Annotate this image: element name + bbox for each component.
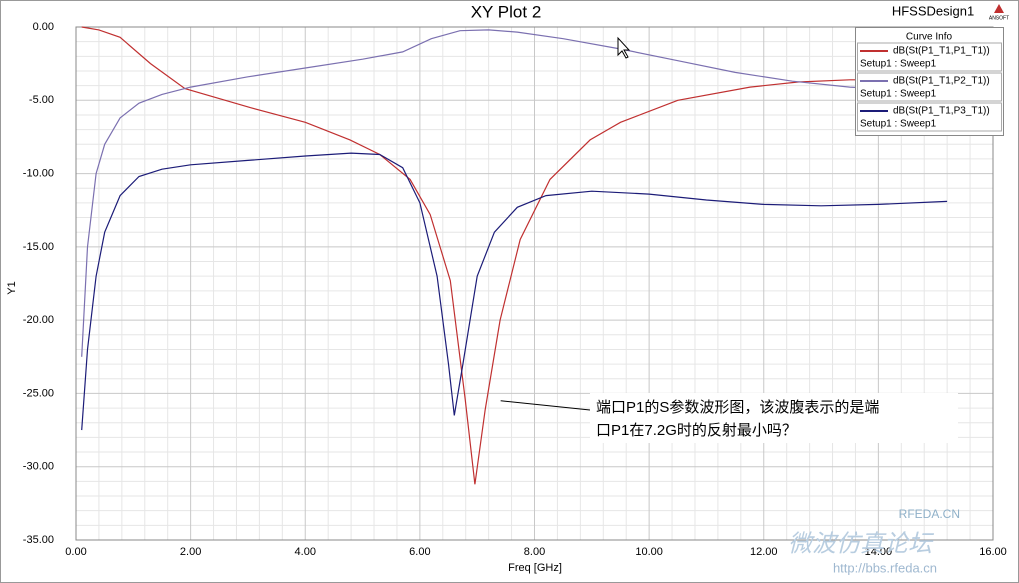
- y-tick-label: -25.00: [23, 387, 54, 399]
- x-tick-label: 10.00: [635, 546, 663, 558]
- x-axis-label: Freq [GHz]: [508, 562, 562, 574]
- watermark-site: RFEDA.CN: [899, 507, 960, 521]
- overlay: 端口P1的S参数波形图，该波腹表示的是端 口P1在7.2G时的反射最小吗？ RF…: [590, 36, 960, 575]
- y-tick-label: 0.00: [33, 21, 54, 33]
- legend-label: dB(St(P1_T1,P3_T1)): [893, 106, 990, 117]
- annotation-text: 端口P1的S参数波形图，该波腹表示的是端: [596, 399, 879, 416]
- curve: [81, 152, 948, 431]
- y-tick-label: -30.00: [23, 461, 54, 473]
- y-axis-label: Y1: [6, 281, 18, 294]
- curves: [81, 26, 948, 485]
- annotation-leader: [500, 400, 591, 411]
- y-tick-label: -35.00: [23, 534, 54, 546]
- legend-label: dB(St(P1_T1,P2_T1)): [893, 76, 990, 87]
- x-tick-label: 2.00: [180, 546, 201, 558]
- legend-entry-box: [857, 102, 1002, 132]
- design-name: HFSSDesign1: [892, 3, 974, 18]
- legend-title: Curve Info: [906, 32, 953, 43]
- grid: 0.00 2.00 4.00 6.00 8.00 10.00 12.00 14.00 16.00…: [23, 21, 1007, 558]
- x-tick-label: 14.00: [865, 546, 893, 558]
- logo-icon: [994, 4, 1004, 13]
- legend-entry-box: [857, 72, 1002, 102]
- mouse-cursor: [617, 36, 631, 59]
- y-tick-label: -15.00: [23, 241, 54, 253]
- annotation-text: 口P1在7.2G时的反射最小吗？: [596, 422, 797, 439]
- x-tick-label: 12.00: [750, 546, 778, 558]
- y-tick-label: -10.00: [23, 167, 54, 179]
- y-tick-label: -20.00: [23, 314, 54, 326]
- watermark-url: http://bbs.rfeda.cn: [833, 560, 937, 575]
- x-tick-label: 16.00: [979, 546, 1007, 558]
- legend-label: dB(St(P1_T1,P1_T1)): [893, 46, 990, 57]
- legend-setup: Setup1 : Sweep1: [860, 89, 937, 100]
- annotation-box: [590, 393, 958, 443]
- y-tick-label: -5.00: [29, 94, 54, 106]
- x-tick-label: 0.00: [65, 546, 86, 558]
- legend-setup: Setup1 : Sweep1: [860, 59, 937, 70]
- legend-setup: Setup1 : Sweep1: [860, 119, 937, 130]
- x-tick-label: 6.00: [409, 546, 430, 558]
- legend-entry-box: [857, 42, 1002, 72]
- x-tick-label: 4.00: [295, 546, 316, 558]
- legend: Curve Info dB(St(P1_T1,P1_T1)) Setup1 : S…: [855, 27, 1004, 136]
- plot-frame: [75, 26, 994, 541]
- chart-title: XY Plot 2: [471, 2, 542, 21]
- curve: [81, 29, 948, 357]
- watermark-name: 微波仿真论坛: [788, 530, 935, 557]
- x-tick-label: 8.00: [524, 546, 545, 558]
- logo-text: ANSOFT: [989, 15, 1009, 21]
